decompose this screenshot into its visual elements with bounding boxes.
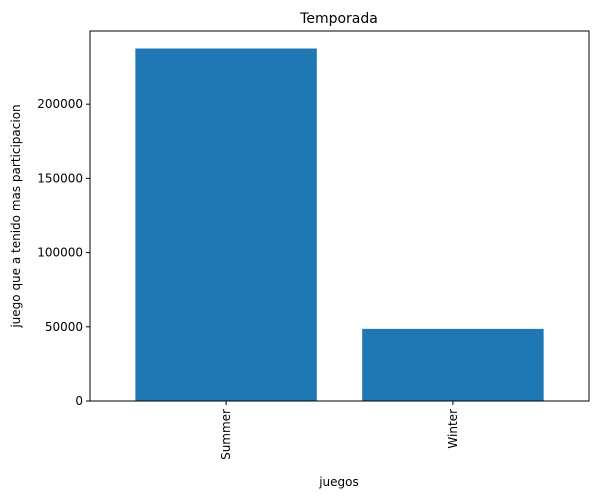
y-axis-label: juego que a tenido mas participacion	[9, 104, 23, 328]
x-axis-ticks: Summer Winter	[219, 401, 460, 460]
plot-area-frame	[89, 30, 590, 402]
bar-summer	[135, 48, 317, 402]
x-axis-label: juegos	[318, 475, 359, 489]
x-tick-label-winter: Winter	[446, 409, 460, 449]
x-tick-label-summer: Summer	[219, 409, 233, 460]
y-tick-label: 200000	[37, 97, 83, 111]
y-tick-label: 50000	[45, 320, 83, 334]
y-tick-label: 100000	[37, 246, 83, 260]
y-tick-label: 0	[75, 394, 83, 408]
y-tick-label: 150000	[37, 171, 83, 185]
bar-winter	[362, 328, 544, 401]
y-axis-ticks: 0 50000 100000 150000 200000	[37, 97, 90, 408]
chart-title: Temporada	[299, 11, 378, 27]
bars-group	[135, 48, 544, 402]
